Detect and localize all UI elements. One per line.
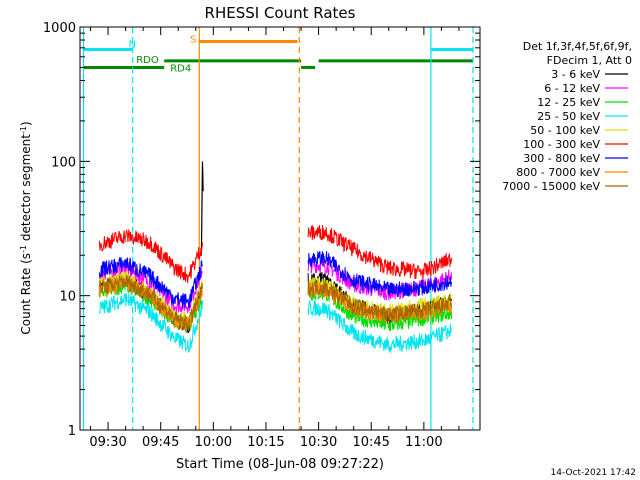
series-line	[98, 293, 203, 353]
flare-spike	[200, 161, 204, 256]
legend-entry-label: 12 - 25 keV	[537, 96, 600, 109]
plot-frame	[79, 26, 481, 431]
y-tick-label: 1000	[43, 21, 76, 36]
x-tick-label: 09:45	[142, 435, 179, 450]
series-line	[307, 224, 453, 280]
chart-title: RHESSI Count Rates	[205, 4, 356, 22]
flag-label: S	[190, 34, 196, 45]
instrument-flags: N S RDO RD4	[83, 34, 473, 74]
legend-entry-label: 25 - 50 keV	[537, 110, 600, 123]
series-line	[98, 228, 203, 284]
legend-entry-label: 7000 - 15000 keV	[502, 180, 600, 193]
flag-label: RDO	[136, 55, 159, 66]
series-line	[98, 274, 203, 332]
flag-label: N	[129, 39, 136, 50]
y-axis-label: Count Rate (s-1 detector segment-1)	[19, 121, 34, 334]
x-tick-label: 09:30	[89, 435, 126, 450]
series-line	[98, 256, 203, 309]
timestamp-footer: 14-Oct-2021 17:42	[551, 468, 636, 478]
legend: Det 1f,3f,4f,5f,6f,9f, FDecim 1, Att 0 3…	[502, 40, 632, 193]
vertical-markers	[82, 27, 474, 430]
legend-entry-label: 6 - 12 keV	[544, 82, 600, 95]
flag-label: RD4	[170, 63, 191, 74]
y-tick-label: 1	[68, 424, 76, 439]
series-group	[98, 161, 453, 354]
x-tick-label: 11:00	[405, 435, 442, 450]
legend-entry-label: 100 - 300 keV	[523, 138, 600, 151]
legend-entry-label: 300 - 800 keV	[523, 152, 600, 165]
x-axis: 09:30 09:45 10:00 10:15 10:30 10:45 11:00	[89, 27, 460, 450]
legend-entry-label: 50 - 100 keV	[530, 124, 600, 137]
x-tick-label: 10:45	[352, 435, 389, 450]
y-axis: 1 10 100 1000	[43, 21, 480, 439]
y-tick-label: 10	[59, 290, 76, 305]
x-tick-label: 10:00	[195, 435, 232, 450]
series-line	[307, 251, 453, 298]
x-axis-label: Start Time (08-Jun-08 09:27:22)	[176, 457, 384, 472]
legend-header-line-2: FDecim 1, Att 0	[547, 54, 632, 67]
y-tick-label: 100	[51, 155, 76, 170]
legend-entry-label: 3 - 6 keV	[551, 68, 600, 81]
x-tick-label: 10:30	[300, 435, 337, 450]
x-tick-label: 10:15	[247, 435, 284, 450]
legend-entry-label: 800 - 7000 keV	[516, 166, 600, 179]
series-line	[307, 299, 452, 354]
legend-header-line-1: Det 1f,3f,4f,5f,6f,9f,	[523, 40, 632, 53]
series-line	[307, 280, 453, 322]
